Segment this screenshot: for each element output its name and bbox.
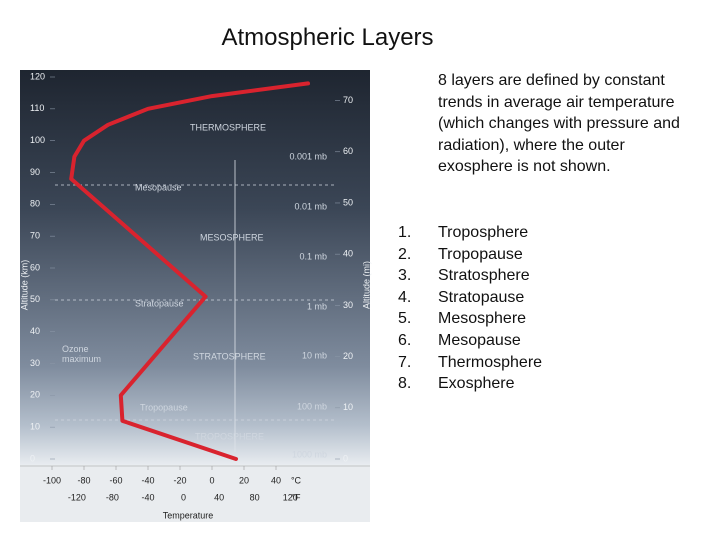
pressure-label: 1 mb [307,301,327,311]
x2-unit: °F [291,492,301,502]
y-tick-label: 30 [30,358,40,368]
x-tick-label: -100 [43,475,61,485]
y2-tick-label: 50 [343,197,353,207]
y2-axis-label: Altitude (mi) [361,261,371,309]
y-tick-label: 110 [30,103,44,113]
x-axis-label: Temperature [163,510,214,520]
sky-gradient [20,70,370,465]
pressure-label: 0.001 mb [289,151,327,161]
list-number: 5. [398,310,412,328]
list-text: Mesopause [438,331,521,349]
list-text: Stratopause [438,288,525,306]
list-item: 3. Stratosphere [398,265,542,287]
y2-tick-label: 60 [343,146,353,156]
pressure-label: 0.01 mb [294,201,327,211]
x2-tick-label: -80 [106,492,119,502]
y-tick-label: 0 [30,453,35,463]
layer-label: STRATOSPHERE [193,351,266,361]
x-tick-label: -60 [109,475,122,485]
slide-title: Atmospheric Layers [221,24,434,51]
list-number: 4. [398,288,412,306]
y-tick-label: 50 [30,294,40,304]
ozone-label: Ozone maximum [62,344,101,364]
boundary-label: Stratopause [135,298,184,308]
layer-list: 1. Troposphere 2. Tropopause 3. Stratosphere 4… [398,222,542,395]
boundary-label: Tropopause [140,402,188,412]
y-tick-label: 80 [30,199,40,209]
y-tick-label: 10 [30,422,40,432]
list-number: 3. [398,267,412,285]
list-number: 8. [398,375,412,393]
y2-tick-label: 40 [343,249,353,259]
list-text: Tropopause [438,245,523,263]
list-item: 7. Thermosphere [398,352,542,374]
list-text: Mesosphere [438,310,527,328]
list-text: Troposphere [438,224,529,241]
y-tick-label: 20 [30,390,40,400]
list-number: 7. [398,353,412,371]
x-tick-label: 20 [239,475,249,485]
y2-tick-label: 20 [343,351,353,361]
temperature-line [69,81,310,461]
y-tick-label: 60 [30,262,40,272]
list-item: 4. Stratopause [398,287,542,309]
x-unit: °C [291,475,302,485]
list-text: Stratosphere [438,267,530,285]
y-tick-label: 70 [30,231,40,241]
ozone-label-line: maximum [62,354,101,364]
list-item: 1. Troposphere [398,222,542,244]
y-axis-label: Altitude (km) [19,260,29,311]
x-tick-label: -80 [77,475,90,485]
ozone-label-line: Ozone [62,344,89,354]
y2-tick-label: 70 [343,95,353,105]
list-item: 5. Mesosphere [398,308,542,330]
layer-label: THERMOSPHERE [190,122,266,132]
layer-label: MESOSPHERE [200,232,264,242]
y-tick-label: 90 [30,167,40,177]
list-item: 2. Tropopause [398,244,542,266]
figure: 0 10 20 30 40 50 60 70 80 90 100 110 120 0 10 20 30 40 50 6… [19,70,371,522]
pressure-label: 1000 mb [292,449,327,459]
y-tick-label: 100 [30,135,45,145]
x2-tick-label: -120 [68,492,86,502]
y2-tick-label: 0 [343,453,348,463]
pressure-label: 0.1 mb [299,251,327,261]
x2-tick-label: 0 [181,492,186,502]
x2-tick-label: 80 [250,492,260,502]
list-number: 1. [398,224,412,241]
x2-tick-label: 40 [214,492,224,502]
description: 8 layers are defined by constant trends … [438,72,680,176]
y-tick-label: 40 [30,326,40,336]
list-number: 2. [398,245,412,263]
x-tick-label: 40 [271,475,281,485]
list-item: 6. Mesopause [398,330,542,352]
pressure-label: 100 mb [297,401,327,411]
y2-tick-label: 10 [343,402,353,412]
y-tick-label: 120 [30,71,45,81]
layer-label: TROPOSPHERE [195,431,264,441]
x-tick-label: 0 [209,475,214,485]
x-tick-label: -20 [173,475,186,485]
boundary-label: Mesopause [135,182,182,192]
pressure-label: 10 mb [302,350,327,360]
y2-tick-label: 30 [343,300,353,310]
x2-tick-label: 120 [283,492,298,502]
x-tick-label: -40 [141,475,154,485]
x2-tick-label: -40 [141,492,154,502]
list-text: Exosphere [438,375,515,393]
list-text: Thermosphere [438,353,543,371]
list-number: 6. [398,331,412,349]
boundary-lines [55,184,335,421]
list-item: 8. Exosphere [398,373,542,395]
